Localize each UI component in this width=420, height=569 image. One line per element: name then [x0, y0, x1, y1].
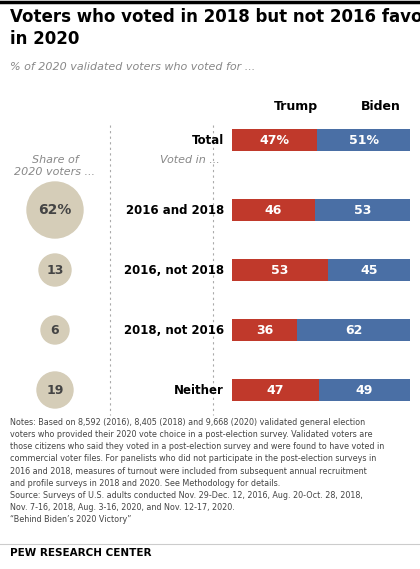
Text: 53: 53	[354, 204, 371, 216]
Text: 2016, not 2018: 2016, not 2018	[124, 263, 224, 277]
Text: 53: 53	[271, 263, 289, 277]
Bar	[232, 379, 319, 401]
Text: Total: Total	[192, 134, 224, 146]
Bar	[232, 199, 315, 221]
Text: Biden: Biden	[361, 100, 401, 113]
Bar	[232, 319, 297, 341]
Bar	[232, 129, 318, 151]
Text: 19: 19	[46, 384, 64, 397]
Circle shape	[27, 182, 83, 238]
Text: 62: 62	[345, 324, 362, 336]
Bar	[318, 129, 410, 151]
Text: 62%: 62%	[38, 203, 72, 217]
Bar	[328, 259, 410, 281]
Text: Share of
2020 voters ...: Share of 2020 voters ...	[15, 155, 95, 176]
Text: Voters who voted in 2018 but not 2016 favored Biden
in 2020: Voters who voted in 2018 but not 2016 fa…	[10, 8, 420, 47]
Text: Trump: Trump	[274, 100, 318, 113]
Text: 2018, not 2016: 2018, not 2016	[124, 324, 224, 336]
Bar	[315, 199, 410, 221]
Text: 49: 49	[356, 384, 373, 397]
Text: 2016 and 2018: 2016 and 2018	[126, 204, 224, 216]
Text: 51%: 51%	[349, 134, 379, 146]
Circle shape	[39, 254, 71, 286]
Circle shape	[41, 316, 69, 344]
Circle shape	[37, 372, 73, 408]
Bar	[232, 259, 328, 281]
Text: 47%: 47%	[260, 134, 290, 146]
Text: % of 2020 validated voters who voted for ...: % of 2020 validated voters who voted for…	[10, 62, 255, 72]
Text: 46: 46	[265, 204, 282, 216]
Bar	[319, 379, 410, 401]
Bar	[297, 319, 410, 341]
Text: Neither: Neither	[174, 384, 224, 397]
Text: 47: 47	[267, 384, 284, 397]
Text: Voted in ...: Voted in ...	[160, 155, 220, 165]
Text: PEW RESEARCH CENTER: PEW RESEARCH CENTER	[10, 548, 152, 558]
Text: Notes: Based on 8,592 (2016), 8,405 (2018) and 9,668 (2020) validated general el: Notes: Based on 8,592 (2016), 8,405 (201…	[10, 418, 384, 524]
Text: 13: 13	[46, 263, 64, 277]
Text: 36: 36	[256, 324, 273, 336]
Text: 6: 6	[51, 324, 59, 336]
Text: 45: 45	[360, 263, 378, 277]
